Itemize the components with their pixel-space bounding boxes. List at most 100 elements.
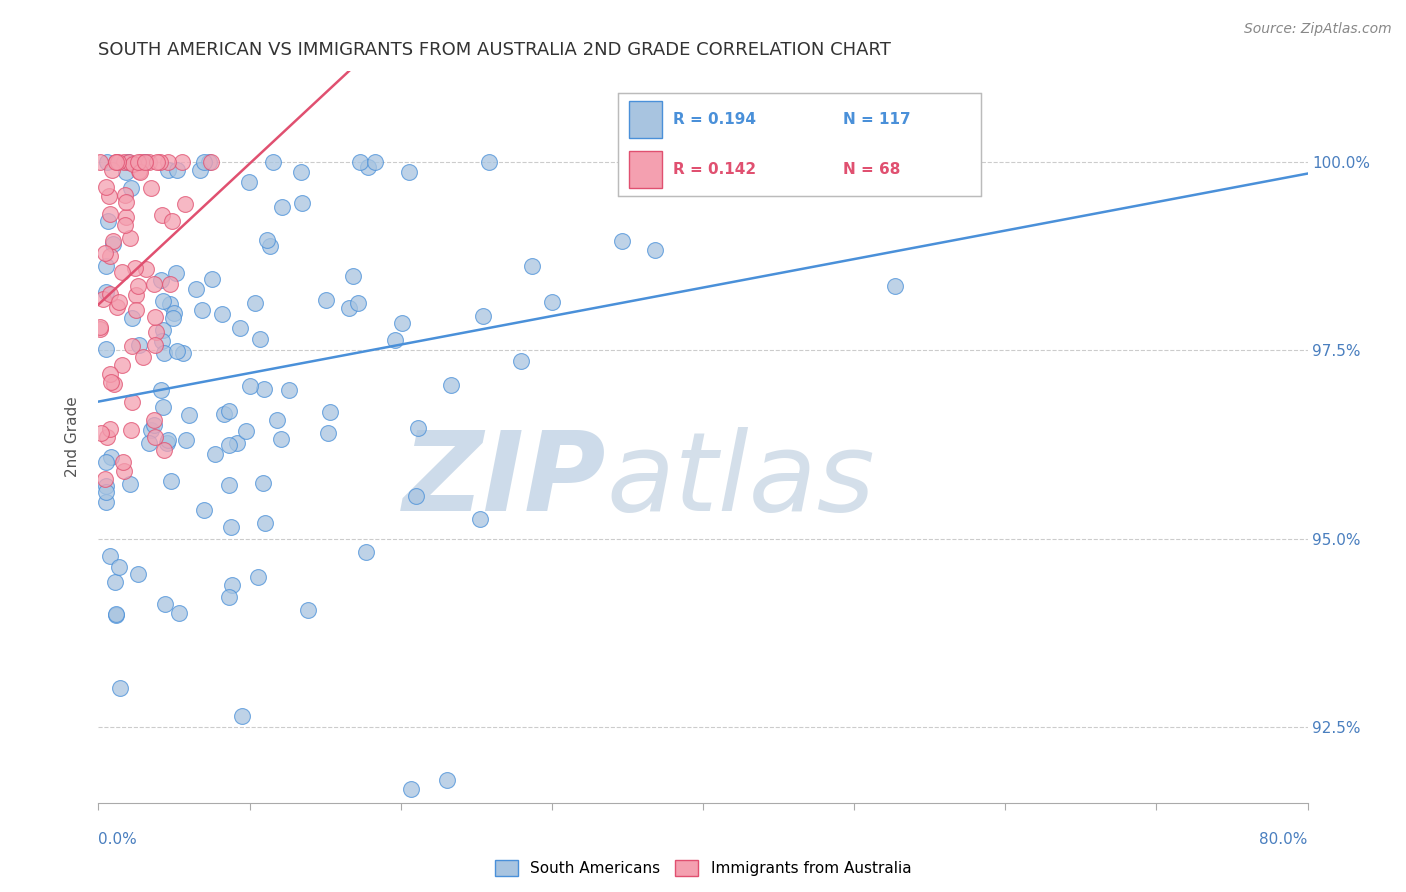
Point (159, 277, 181, 292)
Point (94, 455, 117, 469)
Point (318, 425, 340, 440)
Point (96, 484, 118, 499)
Point (145, 310, 167, 324)
Point (166, 344, 188, 359)
Point (108, 295, 131, 310)
Point (160, 214, 183, 228)
Point (405, 489, 427, 503)
Point (468, 512, 491, 526)
Point (229, 321, 252, 335)
Point (436, 773, 458, 788)
Point (121, 310, 143, 325)
Point (150, 273, 173, 287)
Y-axis label: 2nd Grade: 2nd Grade (65, 397, 80, 477)
Point (118, 154, 141, 169)
Text: 80.0%: 80.0% (1260, 832, 1308, 847)
Point (218, 404, 240, 418)
Point (134, 154, 156, 169)
Point (139, 423, 162, 437)
Point (90, 425, 112, 440)
Point (131, 154, 153, 169)
Text: SOUTH AMERICAN VS IMMIGRANTS FROM AUSTRALIA 2ND GRADE CORRELATION CHART: SOUTH AMERICAN VS IMMIGRANTS FROM AUSTRA… (98, 41, 891, 59)
Point (176, 433, 198, 447)
Point (278, 383, 301, 397)
Point (121, 395, 143, 409)
Point (510, 354, 533, 368)
Point (94, 285, 117, 299)
Point (198, 154, 221, 169)
Point (152, 293, 174, 308)
Point (254, 516, 277, 531)
Point (118, 477, 141, 491)
Point (143, 430, 166, 444)
Point (94, 259, 117, 273)
Point (188, 163, 211, 178)
Point (105, 154, 128, 169)
Point (200, 154, 222, 169)
Text: atlas: atlas (606, 427, 875, 534)
Text: ZIP: ZIP (402, 427, 606, 534)
Point (297, 603, 319, 617)
Point (105, 154, 128, 169)
Point (105, 607, 128, 621)
Point (540, 294, 562, 309)
Point (107, 154, 129, 169)
Point (354, 545, 377, 559)
Point (363, 154, 385, 169)
Point (478, 154, 501, 169)
Point (221, 578, 243, 592)
Point (120, 180, 142, 194)
Point (125, 288, 148, 302)
Point (290, 164, 312, 178)
Point (117, 154, 139, 169)
Point (96, 154, 118, 169)
Point (166, 163, 188, 178)
Point (337, 301, 360, 315)
Point (238, 175, 260, 189)
Point (94, 479, 117, 493)
Point (239, 379, 262, 393)
Point (159, 297, 181, 311)
Point (153, 597, 176, 611)
Point (132, 350, 155, 364)
Point (150, 334, 173, 348)
Point (108, 560, 131, 574)
Point (149, 154, 172, 169)
Point (91, 293, 114, 307)
Point (94, 343, 117, 357)
Point (163, 306, 186, 320)
Point (391, 316, 413, 330)
Point (145, 154, 167, 169)
Point (156, 436, 179, 450)
Point (156, 154, 179, 169)
Point (115, 210, 138, 224)
Point (127, 154, 149, 169)
Point (143, 413, 166, 427)
Point (120, 423, 142, 437)
Point (201, 272, 224, 286)
Point (252, 476, 274, 491)
Point (249, 332, 271, 346)
Point (259, 239, 281, 253)
Point (160, 474, 183, 488)
Point (270, 433, 292, 447)
Point (193, 154, 215, 169)
Point (186, 282, 208, 296)
Point (218, 591, 240, 605)
Text: 0.0%: 0.0% (98, 832, 138, 847)
Point (349, 154, 371, 169)
Point (153, 346, 176, 360)
Point (110, 681, 132, 696)
Point (212, 407, 235, 421)
Point (122, 157, 145, 171)
Point (94, 472, 117, 486)
Point (408, 421, 430, 435)
Point (142, 417, 165, 432)
Point (384, 333, 406, 347)
Legend: South Americans, Immigrants from Australia: South Americans, Immigrants from Austral… (489, 855, 917, 882)
Point (231, 709, 253, 723)
Point (172, 154, 194, 169)
Point (101, 235, 124, 249)
Point (262, 154, 284, 169)
Point (150, 208, 173, 222)
